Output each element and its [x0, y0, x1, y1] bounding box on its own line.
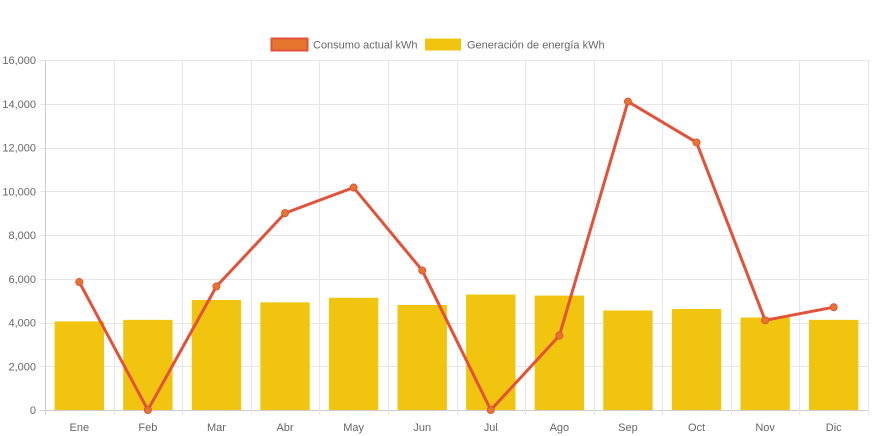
point-consumo[interactable]: [623, 97, 632, 106]
y-tick-label: 2,000: [8, 361, 36, 373]
point-consumo[interactable]: [143, 406, 152, 414]
x-tick-label: Feb: [138, 422, 157, 434]
point-consumo[interactable]: [829, 303, 838, 312]
point-consumo[interactable]: [212, 282, 221, 291]
bar-generacion[interactable]: [260, 302, 310, 410]
legend-swatch-consumo[interactable]: [270, 37, 309, 52]
x-tick-label: Jul: [484, 422, 498, 434]
x-axis: Ene Feb Mar Abr May Jun Jul Ago Sep Oct Nov Dic: [70, 422, 843, 434]
point-consumo[interactable]: [349, 183, 358, 192]
y-tick-label: 14,000: [2, 99, 36, 111]
x-tick-label: Mar: [207, 422, 226, 434]
y-tick-label: 0: [30, 405, 36, 417]
bar-generacion[interactable]: [123, 319, 173, 410]
bar-generacion[interactable]: [54, 321, 104, 410]
y-axis: 0 2,000 4,000 6,000 8,000 10,000 12,000 14,000 1…: [2, 55, 36, 417]
legend[interactable]: Consumo actual kWh Generación de energía…: [270, 37, 605, 52]
legend-label-consumo[interactable]: Consumo actual kWh: [313, 40, 418, 52]
bar-generacion[interactable]: [671, 308, 722, 410]
legend-swatch-generacion[interactable]: [425, 38, 461, 51]
bar-generacion[interactable]: [809, 319, 859, 410]
y-tick-label: 12,000: [2, 143, 36, 155]
point-consumo[interactable]: [418, 266, 427, 275]
x-tick-label: Sep: [618, 422, 638, 434]
legend-label-generacion[interactable]: Generación de energía kWh: [467, 40, 605, 52]
bar-series: [54, 294, 859, 410]
point-consumo[interactable]: [692, 138, 701, 147]
y-tick-label: 16,000: [2, 55, 36, 67]
y-tick-label: 8,000: [8, 230, 36, 242]
point-consumo[interactable]: [281, 209, 290, 218]
line-series: [75, 97, 838, 414]
x-tick-label: Jun: [413, 422, 431, 434]
point-consumo[interactable]: [75, 278, 84, 287]
x-tick-label: May: [343, 422, 364, 434]
chart-grid: [40, 60, 869, 415]
x-tick-label: Ene: [70, 422, 90, 434]
y-tick-label: 6,000: [8, 274, 36, 286]
bar-generacion[interactable]: [397, 305, 447, 410]
x-tick-label: Oct: [688, 422, 705, 434]
point-consumo[interactable]: [761, 316, 770, 325]
bar-generacion[interactable]: [603, 310, 653, 410]
bar-generacion[interactable]: [328, 297, 379, 410]
point-consumo[interactable]: [486, 406, 495, 414]
bar-generacion[interactable]: [740, 317, 790, 410]
point-consumo[interactable]: [555, 331, 564, 340]
x-tick-label: Nov: [755, 422, 775, 434]
line-consumo: [77, 100, 834, 412]
y-tick-label: 10,000: [2, 186, 36, 198]
x-tick-label: Ago: [550, 422, 570, 434]
y-tick-label: 4,000: [8, 318, 36, 330]
x-tick-label: Abr: [276, 422, 293, 434]
x-tick-label: Dic: [826, 422, 842, 434]
